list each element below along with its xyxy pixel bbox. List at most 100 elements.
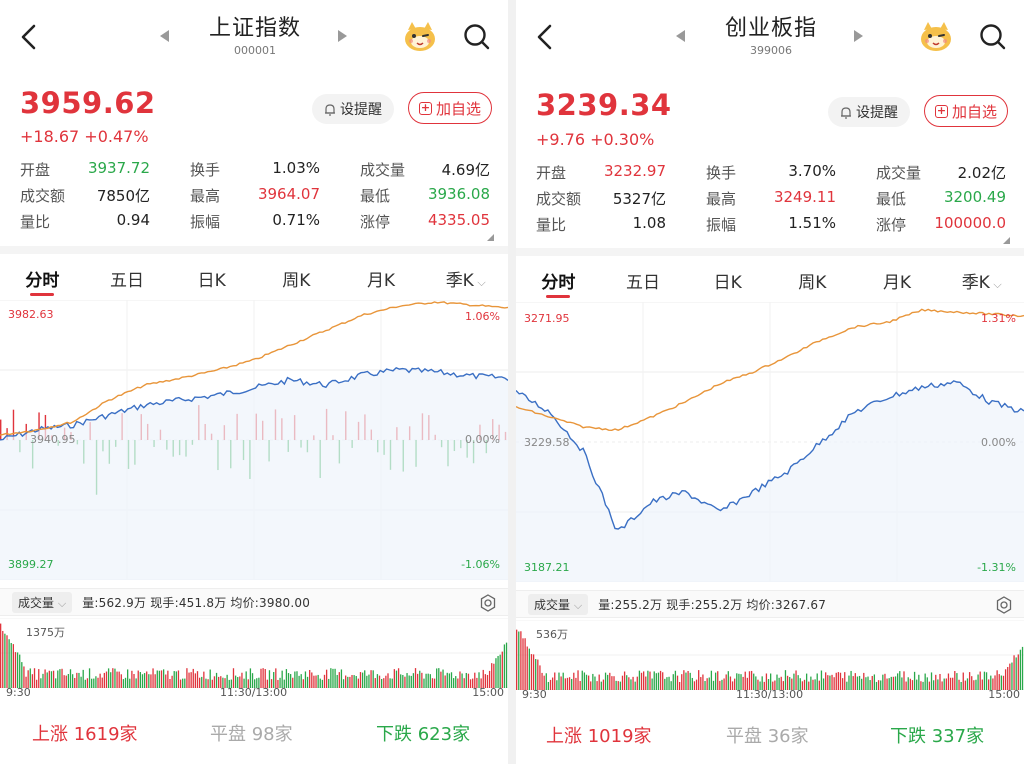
volume-bar xyxy=(207,679,209,688)
volume-bar xyxy=(440,671,442,688)
tab-5[interactable]: 季K ⌵ xyxy=(939,258,1024,302)
volume-bar xyxy=(556,680,558,690)
volume-bar xyxy=(808,681,810,690)
stats-row: 开盘 3937.72 换手 1.03% 成交量 4.69亿 xyxy=(20,156,492,182)
volume-bar xyxy=(25,676,27,688)
volume-bar xyxy=(1013,655,1015,690)
bell-icon xyxy=(841,106,851,119)
panel-chinext: 创业板指 399006 3239.34 +9.76 +0.30% 设提醒 + 加… xyxy=(516,0,1024,764)
tab-label: 周K xyxy=(798,273,827,293)
mascot-icon[interactable] xyxy=(402,18,438,54)
stats-row: 成交额 5327亿 最高 3249.11 最低 3200.49 xyxy=(536,185,1008,211)
tab-3[interactable]: 周K xyxy=(254,256,339,300)
volume-bar xyxy=(757,679,759,690)
back-chevron-icon[interactable] xyxy=(532,22,558,52)
tab-1[interactable]: 五日 xyxy=(601,258,686,302)
volume-bar xyxy=(131,670,133,688)
stat-value: 2.02亿 xyxy=(957,163,1006,182)
search-icon[interactable] xyxy=(978,22,1008,52)
volume-bar xyxy=(353,675,355,688)
volume-bar xyxy=(803,679,806,690)
volume-bar xyxy=(505,642,508,688)
caret-down-icon: ⌵ xyxy=(989,278,1002,291)
set-alert-button[interactable]: 设提醒 xyxy=(312,94,394,124)
volume-bar xyxy=(943,678,945,690)
volume-bar xyxy=(74,677,76,688)
volume-bar xyxy=(103,672,106,688)
expand-corner-icon[interactable] xyxy=(1003,237,1010,244)
volume-bar xyxy=(850,670,852,690)
volume-bar xyxy=(532,654,535,690)
volume-bar xyxy=(973,680,975,690)
volume-bar xyxy=(814,679,816,690)
volume-bar xyxy=(674,670,677,690)
intraday-chart[interactable]: 3271.95 1.31% 3229.58 0.00% 3187.21 -1.3… xyxy=(516,301,1024,583)
breadth-flat: 平盘 36家 xyxy=(726,722,809,748)
stat-label: 最低 xyxy=(876,189,907,208)
volume-bar xyxy=(704,681,706,690)
mascot-icon[interactable] xyxy=(918,18,954,54)
volume-bar xyxy=(35,679,38,688)
stat-cell: 量比 1.08 xyxy=(536,214,666,235)
volume-bar xyxy=(232,668,235,688)
tab-0[interactable]: 分时 xyxy=(516,258,601,302)
tab-4[interactable]: 月K xyxy=(855,258,940,302)
volume-bar xyxy=(634,681,636,690)
volume-bar xyxy=(520,631,522,690)
volume-bar xyxy=(93,678,95,688)
volume-bar xyxy=(952,677,954,690)
prev-index-icon[interactable] xyxy=(676,30,685,42)
volume-bar xyxy=(493,663,495,688)
price-line xyxy=(0,366,508,441)
volume-bar xyxy=(897,673,899,690)
stat-cell: 成交额 5327亿 xyxy=(536,188,666,209)
volume-bar xyxy=(499,654,501,688)
stat-cell: 最低 3200.49 xyxy=(876,188,1006,209)
next-index-icon[interactable] xyxy=(854,30,863,42)
tab-4[interactable]: 月K xyxy=(339,256,424,300)
set-alert-button[interactable]: 设提醒 xyxy=(828,97,910,127)
volume-bar xyxy=(1000,675,1003,690)
volume-bar xyxy=(825,672,827,690)
tab-1[interactable]: 五日 xyxy=(85,256,170,300)
next-index-icon[interactable] xyxy=(338,30,347,42)
settings-icon[interactable] xyxy=(478,593,498,613)
volume-selector[interactable]: 成交量 ⌵ xyxy=(528,593,589,615)
volume-bar xyxy=(256,678,258,688)
volume-bar xyxy=(640,672,643,690)
volume-bar xyxy=(583,672,586,690)
add-favorite-button[interactable]: + 加自选 xyxy=(408,92,492,124)
back-chevron-icon[interactable] xyxy=(16,22,42,52)
tab-3[interactable]: 周K xyxy=(770,258,855,302)
tab-2[interactable]: 日K xyxy=(169,256,254,300)
stat-cell: 最低 3936.08 xyxy=(360,185,490,206)
stat-value: 3200.49 xyxy=(943,187,1006,206)
prev-index-icon[interactable] xyxy=(160,30,169,42)
volume-bar xyxy=(962,672,964,690)
volume-bar xyxy=(573,672,575,690)
volume-bar xyxy=(712,680,715,690)
volume-bar xyxy=(122,679,125,688)
volume-bar xyxy=(16,652,19,688)
tab-5[interactable]: 季K ⌵ xyxy=(423,256,508,300)
expand-corner-icon[interactable] xyxy=(487,234,494,241)
stat-value: 3.70% xyxy=(788,161,836,180)
volume-bar xyxy=(112,668,114,688)
volume-bar xyxy=(884,673,886,690)
volume-bar xyxy=(770,673,772,690)
volume-bar xyxy=(97,677,99,688)
volume-bar xyxy=(201,676,203,688)
volume-bar xyxy=(956,673,958,690)
intraday-chart[interactable]: 3982.63 1.06% 3940.95 0.00% 3899.27 -1.0… xyxy=(0,299,508,581)
tab-0[interactable]: 分时 xyxy=(0,256,85,300)
stat-cell: 成交量 4.69亿 xyxy=(360,159,490,180)
add-favorite-button[interactable]: + 加自选 xyxy=(924,95,1008,127)
search-icon[interactable] xyxy=(462,22,492,52)
settings-icon[interactable] xyxy=(994,595,1014,615)
breadth-flat-count: 36家 xyxy=(767,726,809,747)
volume-bar xyxy=(124,677,127,688)
volume-selector[interactable]: 成交量 ⌵ xyxy=(12,591,73,613)
volume-bar xyxy=(1004,669,1007,690)
time-start: 9:30 xyxy=(6,686,31,699)
tab-2[interactable]: 日K xyxy=(685,258,770,302)
